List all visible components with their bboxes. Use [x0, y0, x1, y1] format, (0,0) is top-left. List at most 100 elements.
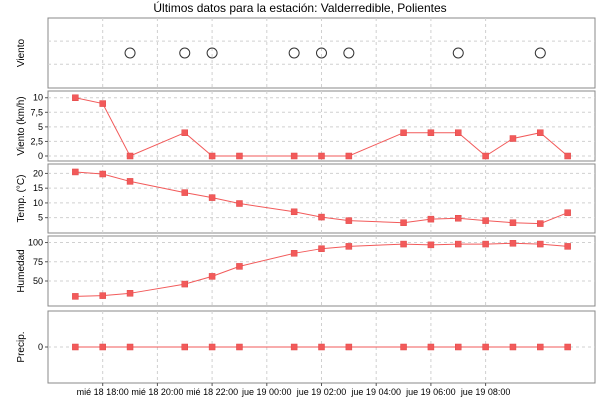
panel-4-point-5 — [236, 343, 243, 351]
panel-4-point-1 — [99, 343, 106, 351]
panel-4-point-14 — [537, 343, 544, 351]
panel-1-point-1 — [99, 100, 106, 107]
panel-2-point-11 — [455, 215, 462, 222]
panel-2-point-3 — [181, 189, 188, 196]
panel-2-point-15 — [564, 209, 571, 216]
panel-1-point-9 — [400, 129, 407, 136]
panel-1-ytick-label-4: 10 — [33, 93, 43, 103]
wind-direction-marker-7 — [534, 47, 546, 59]
panel-4-point-13 — [509, 343, 517, 351]
panel-2-point-9 — [400, 219, 407, 226]
panel-1-ytick-label-0: 0 — [38, 151, 43, 161]
panel-4-point-4 — [208, 343, 216, 351]
panel-3-ytick-label-1: 75 — [33, 257, 43, 267]
panel-2-ytick-label-1: 10 — [33, 198, 43, 208]
panel-3-point-9 — [400, 240, 407, 248]
panel-3-point-15 — [564, 243, 571, 250]
panel-3-point-13 — [509, 240, 517, 247]
panel-3-point-7 — [318, 245, 325, 252]
panel-2-point-2 — [126, 178, 134, 185]
panel-3-point-14 — [537, 240, 544, 248]
panel-1-point-0 — [72, 94, 79, 101]
panel-0-ylabel: Viento — [16, 38, 27, 67]
panel-4-point-6 — [290, 343, 298, 351]
panel-2-point-4 — [208, 194, 216, 201]
panel-4-ylabel: Precip. — [16, 331, 27, 362]
panel-1-point-4 — [208, 152, 216, 160]
panel-1-ylabel: Viento (km/h) — [16, 96, 27, 155]
panel-1-point-6 — [290, 152, 298, 160]
panel-3-series-line — [75, 242, 568, 297]
panel-4-point-7 — [318, 343, 325, 351]
panel-3-ylabel: Humedad — [16, 249, 27, 292]
panel-4-point-11 — [455, 343, 462, 351]
panel-2-ytick-label-2: 15 — [33, 183, 43, 193]
panel-4-point-12 — [482, 343, 489, 351]
panel-1-point-11 — [455, 129, 462, 136]
panel-1-ytick-label-1: 2,5 — [30, 136, 43, 146]
panel-2-point-14 — [537, 220, 544, 227]
panel-2-point-7 — [318, 213, 325, 221]
panel-2-ylabel: Temp. (°C) — [16, 175, 27, 223]
panel-3-point-12 — [482, 240, 489, 248]
panel-1-point-3 — [181, 129, 188, 136]
panel-2-ytick-label-0: 5 — [38, 213, 43, 223]
panel-3-point-2 — [126, 290, 134, 297]
panel-2-point-5 — [236, 200, 243, 207]
x-tick-label-4: jue 19 02:00 — [296, 387, 347, 397]
panel-1-point-12 — [482, 152, 489, 160]
x-tick-label-0: mié 18 18:00 — [77, 387, 129, 397]
wind-direction-marker-4 — [316, 47, 327, 59]
panel-3-point-1 — [99, 292, 106, 299]
wind-direction-marker-6 — [452, 47, 464, 59]
x-tick-label-2: mié 18 22:00 — [186, 387, 238, 397]
panel-4-point-10 — [427, 343, 435, 351]
panel-2-point-6 — [290, 208, 298, 216]
panel-4-point-2 — [126, 343, 134, 351]
panel-2-point-13 — [509, 219, 517, 226]
panel-1-point-15 — [564, 152, 571, 160]
panel-3-point-5 — [236, 263, 243, 270]
panel-2-point-8 — [345, 217, 353, 224]
panel-4-point-0 — [72, 343, 79, 351]
panel-4-ytick-label-0: 0 — [38, 342, 43, 352]
panel-1-point-13 — [509, 135, 517, 142]
panel-2-series-line — [75, 171, 568, 225]
panel-1-ytick-label-3: 7,5 — [30, 107, 43, 117]
panel-1-point-7 — [318, 152, 325, 160]
panel-2-point-0 — [72, 168, 79, 176]
panel-1-ytick-label-2: 5 — [38, 122, 43, 132]
panel-3-ytick-label-2: 100 — [28, 238, 43, 248]
panel-1-frame — [47, 90, 596, 162]
panel-3-point-8 — [345, 243, 353, 250]
panel-2-point-1 — [99, 170, 106, 178]
panel-1-point-2 — [126, 152, 134, 160]
panel-2-ytick-label-3: 20 — [33, 168, 43, 178]
panel-1-point-8 — [345, 152, 353, 160]
wind-direction-marker-2 — [206, 47, 218, 59]
panel-3-ytick-label-0: 50 — [33, 276, 43, 286]
panel-3-point-6 — [290, 250, 298, 257]
panel-2-point-10 — [427, 215, 435, 223]
wind-direction-marker-3 — [288, 47, 300, 59]
x-tick-label-3: jue 19 00:00 — [241, 387, 292, 397]
panel-4-point-3 — [181, 343, 188, 351]
panel-1-point-10 — [427, 129, 435, 136]
panel-3-point-3 — [181, 280, 188, 288]
panel-3-point-11 — [455, 240, 462, 248]
x-tick-label-1: mié 18 20:00 — [131, 387, 183, 397]
panel-1-point-14 — [537, 129, 544, 136]
wind-direction-marker-5 — [343, 47, 355, 59]
panel-3-point-0 — [72, 293, 79, 300]
panel-1-point-5 — [236, 152, 243, 160]
wind-direction-marker-0 — [124, 47, 136, 59]
panel-4-point-15 — [564, 343, 571, 351]
wind-direction-marker-1 — [179, 47, 191, 59]
chart-title: Últimos datos para la estación: Valderre… — [153, 0, 446, 15]
x-tick-label-5: jue 19 04:00 — [350, 387, 401, 397]
panel-4-point-8 — [345, 343, 353, 351]
panel-4-point-9 — [400, 343, 407, 351]
panel-1-series-line — [75, 97, 568, 157]
